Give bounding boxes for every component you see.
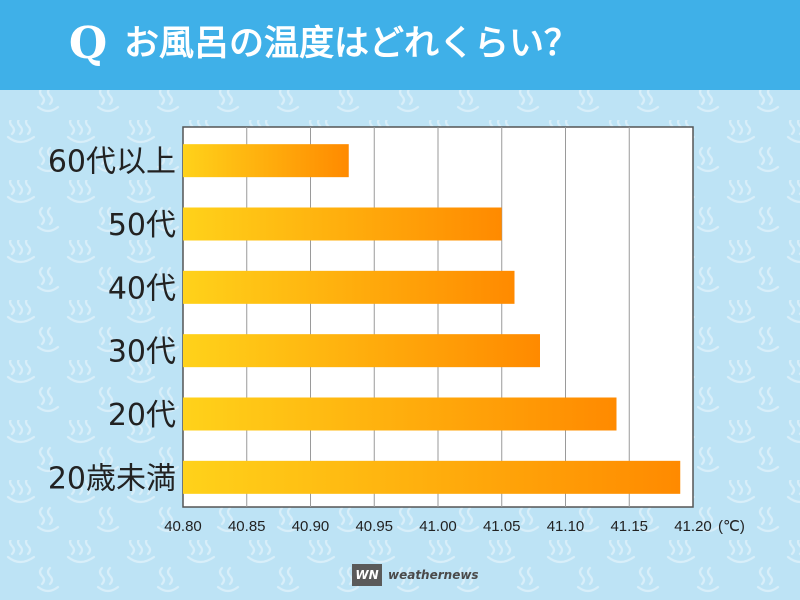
x-tick-label: 40.90	[292, 518, 330, 535]
x-tick-label: 40.80	[164, 518, 202, 535]
title-bar: Q お風呂の温度はどれくらい？	[0, 0, 800, 90]
x-unit-label: (℃)	[718, 518, 745, 535]
category-label: 40代	[108, 271, 176, 306]
x-tick-labels: 40.80 40.85 40.90 40.95 41.00 41.05 41.10 41.15…	[164, 518, 745, 535]
bar	[183, 460, 681, 494]
bar	[183, 144, 349, 178]
bar	[183, 397, 617, 431]
bar	[183, 334, 540, 368]
brand-name: weathernews	[388, 568, 479, 582]
bar	[183, 207, 502, 241]
x-tick-label: 41.20	[674, 518, 712, 535]
category-label: 30代	[108, 335, 176, 370]
bar	[183, 270, 515, 304]
bars	[183, 144, 681, 494]
weathernews-logo: WN weathernews	[352, 562, 479, 588]
x-tick-label: 40.85	[228, 518, 266, 535]
category-label: 50代	[108, 208, 176, 243]
x-tick-label: 41.10	[547, 518, 585, 535]
category-labels: 60代以上 50代 40代 30代 20代 20歳未満	[48, 145, 176, 497]
x-tick-label: 40.95	[355, 518, 393, 535]
category-label: 20歳未満	[48, 461, 176, 496]
x-tick-label: 41.05	[483, 518, 521, 535]
q-badge: Q	[68, 18, 108, 69]
wn-logo-mark: WN	[352, 564, 382, 586]
x-tick-label: 41.00	[419, 518, 457, 535]
category-label: 20代	[108, 398, 176, 433]
gridlines	[246, 127, 630, 507]
page-title: お風呂の温度はどれくらい？	[124, 24, 580, 64]
category-label: 60代以上	[48, 145, 176, 180]
x-tick-label: 41.15	[610, 518, 648, 535]
